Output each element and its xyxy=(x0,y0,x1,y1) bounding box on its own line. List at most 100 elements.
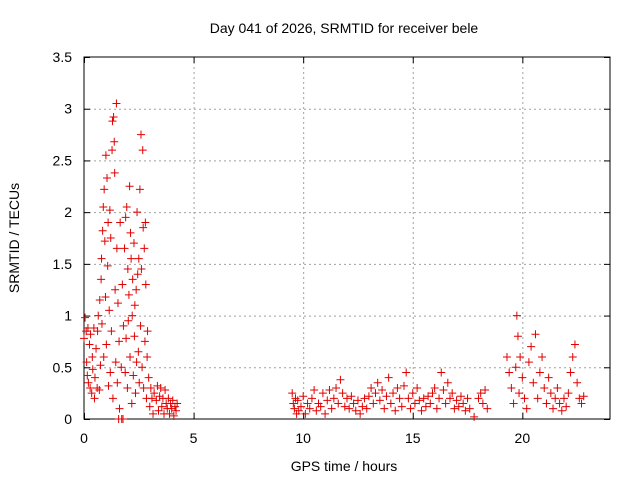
data-point xyxy=(570,340,579,349)
data-point xyxy=(133,270,142,279)
data-point xyxy=(124,316,133,325)
data-point xyxy=(305,404,314,413)
x-tick-label: 15 xyxy=(405,430,421,446)
data-point xyxy=(446,394,455,403)
data-point xyxy=(531,330,540,339)
data-point xyxy=(129,239,138,248)
data-point xyxy=(103,261,112,270)
data-point xyxy=(432,404,441,413)
data-point xyxy=(520,394,529,403)
data-point xyxy=(360,394,369,403)
data-point xyxy=(299,392,308,401)
data-point xyxy=(511,363,520,372)
data-point xyxy=(415,396,424,405)
data-point xyxy=(119,415,128,423)
data-point xyxy=(107,327,116,336)
data-point xyxy=(88,352,97,361)
data-point xyxy=(85,340,94,349)
data-point xyxy=(358,402,367,411)
data-point xyxy=(173,399,182,408)
data-point xyxy=(476,389,485,398)
data-point xyxy=(136,321,145,330)
data-point xyxy=(529,378,538,387)
data-point xyxy=(125,182,134,191)
data-point xyxy=(122,202,131,211)
data-point xyxy=(97,319,106,328)
data-point xyxy=(524,358,533,367)
data-point xyxy=(404,394,413,403)
data-point xyxy=(338,389,347,398)
data-point xyxy=(575,394,584,403)
data-point xyxy=(353,396,362,405)
data-point xyxy=(135,378,144,387)
x-tick-label: 20 xyxy=(515,430,531,446)
data-point xyxy=(133,208,142,217)
data-point xyxy=(80,334,88,343)
data-point xyxy=(102,340,111,349)
data-point xyxy=(402,368,411,377)
data-point xyxy=(88,365,97,374)
data-point xyxy=(513,332,522,341)
data-point xyxy=(452,396,461,405)
data-point xyxy=(410,399,419,408)
data-point xyxy=(334,399,343,408)
data-point xyxy=(119,321,128,330)
data-point xyxy=(97,254,106,263)
data-point xyxy=(367,383,376,392)
data-point xyxy=(327,404,336,413)
data-point xyxy=(395,394,404,403)
data-point xyxy=(100,237,109,246)
data-point xyxy=(406,404,415,413)
data-point xyxy=(141,218,150,227)
data-point xyxy=(562,402,571,411)
data-point xyxy=(157,402,166,411)
data-point xyxy=(579,392,588,401)
data-point xyxy=(99,352,108,361)
data-point xyxy=(152,396,161,405)
data-point xyxy=(380,404,389,413)
data-point xyxy=(474,394,483,403)
data-point xyxy=(113,378,122,387)
y-tick-label: 2 xyxy=(64,204,72,220)
data-point xyxy=(120,244,129,253)
data-point xyxy=(90,373,99,382)
data-point xyxy=(108,117,117,126)
data-point xyxy=(312,406,321,415)
data-point xyxy=(112,244,121,253)
data-point xyxy=(126,228,135,237)
data-point xyxy=(419,394,428,403)
data-point xyxy=(130,301,139,310)
data-point xyxy=(549,404,558,413)
data-point xyxy=(397,402,406,411)
data-point xyxy=(307,394,316,403)
data-point xyxy=(150,389,159,398)
data-point xyxy=(518,373,527,382)
data-point xyxy=(123,265,132,274)
data-point xyxy=(481,386,490,395)
data-point xyxy=(566,368,575,377)
data-point xyxy=(128,275,137,284)
y-tick-label: 1.5 xyxy=(53,256,73,272)
x-tick-label: 5 xyxy=(190,430,198,446)
data-point xyxy=(378,386,387,395)
data-point xyxy=(98,226,107,235)
data-point xyxy=(439,386,448,395)
data-point xyxy=(289,399,298,408)
data-point xyxy=(164,394,173,403)
data-point xyxy=(122,334,131,343)
data-point xyxy=(535,368,544,377)
data-point xyxy=(103,174,112,183)
data-point xyxy=(145,402,154,411)
data-point xyxy=(83,371,92,380)
data-point xyxy=(417,406,426,415)
data-point xyxy=(143,327,152,336)
data-point xyxy=(95,296,104,305)
data-point xyxy=(147,394,156,403)
data-point xyxy=(325,386,334,395)
data-point xyxy=(321,409,330,418)
data-point xyxy=(512,311,521,320)
data-point xyxy=(557,406,566,415)
data-point xyxy=(386,399,395,408)
data-point xyxy=(140,337,149,346)
